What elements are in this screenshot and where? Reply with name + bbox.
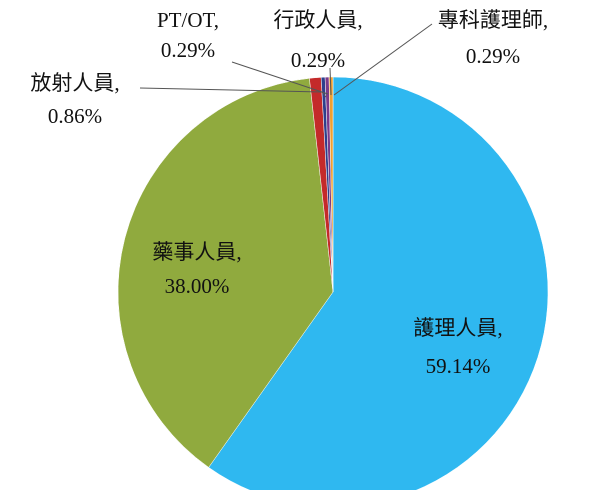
pie-slice (208, 76, 549, 490)
leader-line (329, 67, 332, 96)
leader-lines (139, 23, 433, 98)
leader-line (231, 61, 329, 95)
slice-label: PT/OT, (157, 8, 219, 32)
slice-value-label: 0.29% (291, 48, 345, 72)
slice-value-label: 0.29% (466, 44, 520, 68)
pie-slice (117, 78, 334, 468)
slice-label: 專科護理師, (438, 8, 548, 32)
slice-value-label: 0.86% (48, 104, 102, 128)
slice-value-label: 0.29% (161, 38, 215, 62)
slice-value-label: 59.14% (426, 354, 491, 378)
leader-line (333, 23, 433, 96)
slice-value-label: 38.00% (165, 274, 230, 298)
slice-label: 護理人員, (413, 316, 502, 340)
slice-label: 行政人員, (273, 8, 362, 32)
pie (117, 76, 549, 490)
slice-label: 放射人員, (30, 71, 119, 95)
slice-label: 藥事人員, (152, 240, 241, 264)
pie-slice (328, 76, 334, 293)
